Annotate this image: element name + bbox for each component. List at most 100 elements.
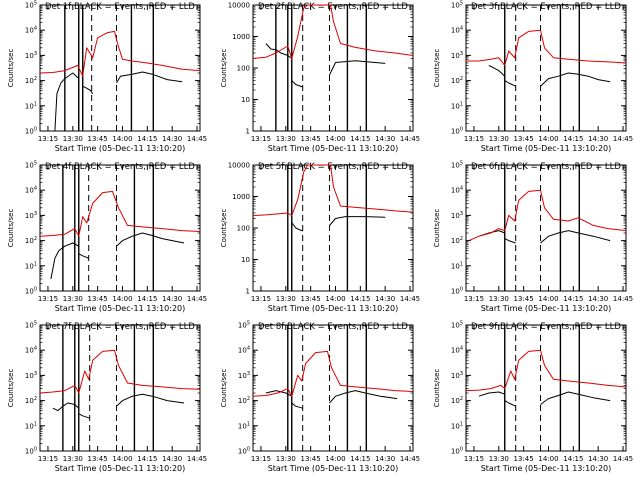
y-tick-label: 101 bbox=[25, 261, 37, 270]
y-tick-label: 101 bbox=[25, 421, 37, 430]
y-tick-label: 102 bbox=[451, 396, 463, 405]
x-tick-label: 13:45 bbox=[514, 295, 534, 303]
y-tick-label: 10 bbox=[241, 256, 250, 264]
y-tick-label: 10000 bbox=[228, 162, 250, 170]
x-tick-label: 14:15 bbox=[563, 135, 583, 143]
x-axis-label: Start Time (05-Dec-11 13:10:20) bbox=[268, 464, 399, 473]
y-tick-label: 105 bbox=[25, 321, 37, 330]
x-tick-label: 14:15 bbox=[350, 135, 370, 143]
plot-frame bbox=[252, 324, 414, 452]
y-tick-label: 103 bbox=[451, 51, 463, 60]
y-tick-label: 103 bbox=[238, 371, 250, 380]
lld-series bbox=[468, 189, 627, 242]
y-tick-label: 102 bbox=[238, 396, 250, 405]
x-tick-label: 14:45 bbox=[187, 135, 207, 143]
y-tick-label: 105 bbox=[451, 321, 463, 330]
x-tick-label: 13:45 bbox=[88, 295, 108, 303]
y-tick-label: 100 bbox=[451, 447, 463, 456]
events-series bbox=[291, 80, 303, 88]
y-tick-label: 1000 bbox=[232, 33, 250, 41]
panel-det-7: Det 7f BLACK = Events, RED = LLD Counts/s… bbox=[7, 321, 207, 474]
y-tick-label: 104 bbox=[451, 26, 463, 35]
x-axis-label: Start Time (05-Dec-11 13:10:20) bbox=[481, 144, 612, 153]
x-tick-label: 14:15 bbox=[137, 295, 157, 303]
events-series bbox=[291, 222, 303, 232]
y-tick-label: 101 bbox=[451, 101, 463, 110]
panel-det-5: Det 5f BLACK = Events, RED = LLD Counts/s… bbox=[220, 162, 420, 314]
x-tick-label: 14:15 bbox=[137, 455, 157, 463]
x-tick-label: 13:30 bbox=[276, 135, 296, 143]
y-tick-label: 104 bbox=[25, 186, 37, 195]
lld-series bbox=[252, 164, 414, 216]
x-tick-label: 13:15 bbox=[38, 295, 58, 303]
panel-title: Det 6f BLACK = Events, RED = LLD bbox=[471, 162, 621, 172]
panel-title: Det 8f BLACK = Events, RED = LLD bbox=[258, 322, 408, 332]
x-tick-label: 14:15 bbox=[350, 295, 370, 303]
panel-det-2: Det 2f BLACK = Events, RED = LLD Counts/s… bbox=[220, 2, 420, 154]
events-series bbox=[291, 402, 303, 409]
events-series bbox=[540, 230, 611, 244]
y-tick-label: 10 bbox=[241, 96, 250, 104]
x-tick-label: 13:15 bbox=[251, 455, 271, 463]
y-tick-label: 105 bbox=[238, 321, 250, 330]
y-tick-label: 102 bbox=[25, 236, 37, 245]
x-tick-label: 13:15 bbox=[251, 295, 271, 303]
x-tick-label: 14:00 bbox=[538, 135, 558, 143]
y-tick-label: 104 bbox=[25, 26, 37, 35]
y-axis-label: Counts/sec bbox=[7, 369, 15, 408]
y-tick-label: 104 bbox=[451, 186, 463, 195]
events-series bbox=[78, 253, 89, 259]
y-tick-label: 102 bbox=[25, 396, 37, 405]
y-tick-label: 100 bbox=[25, 447, 37, 456]
y-tick-label: 103 bbox=[25, 51, 37, 60]
panel-det-3: Det 3f BLACK = Events, RED = LLD Counts/s… bbox=[433, 1, 633, 154]
events-series bbox=[504, 80, 516, 87]
plot-frame bbox=[465, 164, 627, 292]
x-tick-label: 14:00 bbox=[325, 295, 345, 303]
panel-title: Det 2f BLACK = Events, RED = LLD bbox=[258, 2, 408, 12]
y-axis-label: Counts/sec bbox=[433, 369, 441, 408]
y-tick-label: 10000 bbox=[228, 2, 250, 10]
x-tick-label: 14:00 bbox=[112, 295, 132, 303]
x-axis-label: Start Time (05-Dec-11 13:10:20) bbox=[268, 144, 399, 153]
x-tick-label: 14:30 bbox=[588, 455, 608, 463]
lld-series bbox=[39, 30, 201, 77]
y-tick-label: 104 bbox=[238, 346, 250, 355]
y-axis-label: Counts/sec bbox=[433, 49, 441, 88]
y-tick-label: 103 bbox=[451, 211, 463, 220]
events-series bbox=[50, 242, 80, 280]
x-tick-label: 14:00 bbox=[112, 455, 132, 463]
x-tick-label: 13:45 bbox=[88, 455, 108, 463]
x-tick-label: 14:30 bbox=[162, 135, 182, 143]
events-series bbox=[540, 391, 611, 405]
panel-title: Det 4f BLACK = Events, RED = LLD bbox=[45, 162, 195, 172]
x-tick-label: 14:45 bbox=[400, 295, 420, 303]
x-tick-label: 13:15 bbox=[464, 455, 484, 463]
events-series bbox=[116, 232, 185, 247]
x-tick-label: 14:45 bbox=[187, 295, 207, 303]
y-axis-label: Counts/sec bbox=[220, 49, 228, 88]
x-axis-label: Start Time (05-Dec-11 13:10:20) bbox=[55, 144, 186, 153]
panel-title: Det 1f BLACK = Events, RED = LLD bbox=[45, 2, 195, 12]
x-tick-label: 13:15 bbox=[464, 135, 484, 143]
x-tick-label: 13:30 bbox=[276, 455, 296, 463]
x-tick-label: 13:30 bbox=[489, 135, 509, 143]
y-tick-label: 100 bbox=[237, 225, 250, 233]
y-tick-label: 100 bbox=[451, 127, 463, 136]
y-tick-label: 100 bbox=[25, 287, 37, 296]
x-tick-label: 13:30 bbox=[63, 295, 83, 303]
y-tick-label: 1 bbox=[246, 128, 250, 136]
events-series bbox=[54, 72, 80, 132]
x-axis-label: Start Time (05-Dec-11 13:10:20) bbox=[481, 304, 612, 313]
y-tick-label: 101 bbox=[238, 421, 250, 430]
x-tick-label: 13:45 bbox=[88, 135, 108, 143]
panel-title: Det 3f BLACK = Events, RED = LLD bbox=[471, 2, 621, 12]
x-tick-label: 13:45 bbox=[514, 455, 534, 463]
events-series bbox=[329, 216, 386, 226]
x-tick-label: 14:45 bbox=[613, 135, 633, 143]
x-tick-label: 13:15 bbox=[38, 135, 58, 143]
x-tick-label: 13:15 bbox=[464, 295, 484, 303]
x-tick-label: 14:00 bbox=[538, 455, 558, 463]
y-tick-label: 102 bbox=[25, 76, 37, 85]
